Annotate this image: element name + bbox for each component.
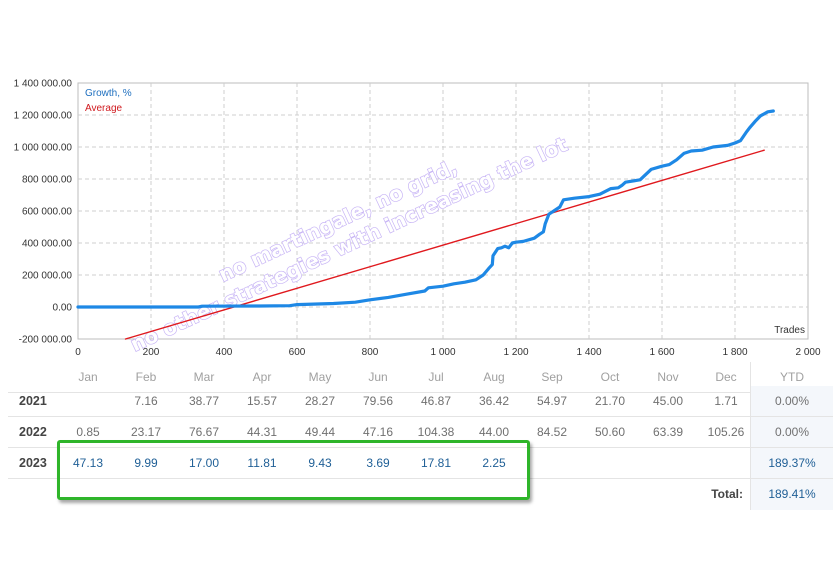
y-tick-label: 800 000.00 xyxy=(22,175,72,186)
month-value: 84.52 xyxy=(536,425,568,439)
month-value xyxy=(522,448,582,479)
month-value: 54.97 xyxy=(536,394,568,408)
month-header: Aug xyxy=(483,370,505,384)
x-tick-label: 800 xyxy=(362,347,379,358)
month-value: 7.16 xyxy=(134,394,158,408)
month-value: 1.71 xyxy=(714,394,738,408)
month-header: Sep xyxy=(541,370,563,384)
month-value xyxy=(58,386,118,417)
month-value xyxy=(580,448,640,479)
x-tick-label: 200 xyxy=(143,347,160,358)
month-value: 105.26 xyxy=(707,425,745,439)
month-value: 2.25 xyxy=(482,456,506,470)
y-tick-label: 200 000.00 xyxy=(22,271,72,282)
y-tick-label: 1 000 000.00 xyxy=(14,143,73,154)
x-tick-label: 1 400 xyxy=(576,347,601,358)
month-value: 46.87 xyxy=(420,394,452,408)
x-tick-label: 1 200 xyxy=(503,347,528,358)
month-header: Apr xyxy=(252,370,272,384)
month-value: 63.39 xyxy=(652,425,684,439)
month-value: 36.42 xyxy=(478,394,510,408)
month-header: Oct xyxy=(600,370,620,384)
month-value: 47.13 xyxy=(72,456,104,470)
ytd-value: 0.00% xyxy=(751,386,833,417)
ytd-value: 189.37% xyxy=(751,448,833,479)
year-label: 2022 xyxy=(19,425,47,439)
month-value: 11.81 xyxy=(247,456,277,470)
table-row-2023: 2023 47.13 9.99 17.00 11.81 9.43 3.69 17… xyxy=(8,448,833,479)
legend-average: Average xyxy=(85,103,123,114)
x-tick-label: 0 xyxy=(75,347,81,358)
month-value: 9.43 xyxy=(308,456,332,470)
ytd-header: YTD xyxy=(780,370,804,384)
year-label: 2021 xyxy=(19,394,47,408)
y-tick-label: 400 000.00 xyxy=(22,239,72,250)
month-value: 44.00 xyxy=(478,425,510,439)
month-value: 47.16 xyxy=(362,425,394,439)
legend-growth: Growth, % xyxy=(85,88,132,99)
month-value: 17.81 xyxy=(420,456,452,470)
highlight-box xyxy=(57,440,530,500)
month-value: 15.57 xyxy=(246,394,278,408)
month-value: 44.31 xyxy=(246,425,278,439)
month-header: May xyxy=(308,370,332,384)
month-value: 45.00 xyxy=(652,394,684,408)
y-tick-label: 1 400 000.00 xyxy=(14,79,73,90)
table-header-row: Jan Feb Mar Apr May Jun Jul Aug Sep Oct … xyxy=(8,362,833,393)
x-tick-label: 1 800 xyxy=(722,347,747,358)
table-row-2022: 2022 0.85 23.17 76.67 44.31 49.44 47.16 … xyxy=(8,417,833,448)
month-value: 28.27 xyxy=(304,394,336,408)
growth-series-line xyxy=(76,109,775,309)
month-header: Nov xyxy=(657,370,679,384)
y-tick-label: -200 000.00 xyxy=(19,335,73,346)
x-tick-label: 1 000 xyxy=(430,347,455,358)
month-value: 76.67 xyxy=(188,425,220,439)
total-label: Total: xyxy=(711,487,743,501)
table-total-row: Total: 189.41% xyxy=(8,479,833,510)
month-value xyxy=(638,448,698,479)
x-tick-label: 1 600 xyxy=(649,347,674,358)
month-header: Dec xyxy=(715,370,737,384)
y-tick-label: 600 000.00 xyxy=(22,207,72,218)
x-tick-label: 600 xyxy=(289,347,306,358)
x-tick-label: 400 xyxy=(216,347,233,358)
month-header: Mar xyxy=(193,370,215,384)
month-value: 38.77 xyxy=(188,394,220,408)
year-label: 2023 xyxy=(19,456,47,470)
month-header: Jun xyxy=(368,370,388,384)
total-value: 189.41% xyxy=(751,479,833,510)
y-tick-label: 0.00 xyxy=(53,303,73,314)
month-value: 104.38 xyxy=(417,425,455,439)
ytd-column-divider xyxy=(750,362,751,510)
month-value: 9.99 xyxy=(134,456,158,470)
month-value: 79.56 xyxy=(362,394,394,408)
table-row-2021: 2021 7.16 38.77 15.57 28.27 79.56 46.87 … xyxy=(8,386,833,417)
month-header: Jul xyxy=(428,370,444,384)
month-header: Jan xyxy=(78,370,98,384)
x-tick-label: 2 000 xyxy=(795,347,820,358)
month-value xyxy=(696,448,756,479)
x-axis-label: Trades xyxy=(774,325,805,336)
month-value: 17.00 xyxy=(188,456,220,470)
month-value: 50.60 xyxy=(594,425,626,439)
month-value: 3.69 xyxy=(366,456,390,470)
month-value: 21.70 xyxy=(594,394,626,408)
month-header: Feb xyxy=(135,370,157,384)
ytd-value: 0.00% xyxy=(751,417,833,448)
month-value: 0.85 xyxy=(76,425,100,439)
growth-chart: 1 400 000.00 1 200 000.00 1 000 000.00 800 … xyxy=(14,79,821,359)
y-tick-label: 1 200 000.00 xyxy=(14,111,73,122)
month-value: 49.44 xyxy=(304,425,336,439)
month-value: 23.17 xyxy=(130,425,162,439)
